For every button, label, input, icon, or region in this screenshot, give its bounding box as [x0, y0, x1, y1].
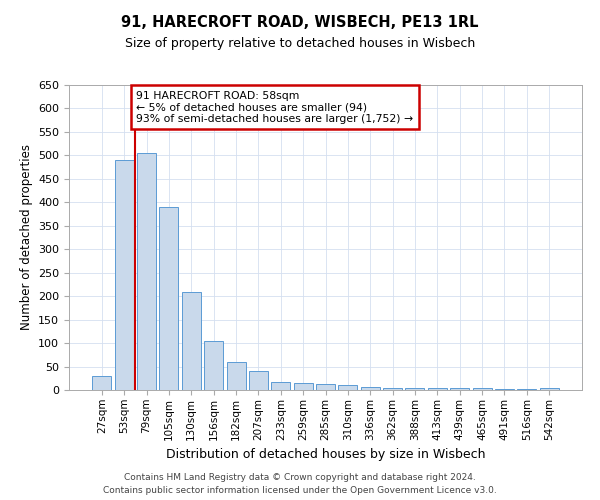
Bar	[361, 386, 380, 390]
Text: 91 HARECROFT ROAD: 58sqm
← 5% of detached houses are smaller (94)
93% of semi-de: 91 HARECROFT ROAD: 58sqm ← 5% of detache…	[136, 90, 413, 124]
Bar	[227, 362, 245, 390]
Bar	[406, 388, 424, 390]
X-axis label: Distribution of detached houses by size in Wisbech: Distribution of detached houses by size …	[166, 448, 485, 461]
Bar	[495, 389, 514, 390]
Text: Contains public sector information licensed under the Open Government Licence v3: Contains public sector information licen…	[103, 486, 497, 495]
Bar	[539, 388, 559, 390]
Bar	[92, 376, 112, 390]
Bar	[160, 207, 178, 390]
Bar	[473, 388, 491, 390]
Text: Contains HM Land Registry data © Crown copyright and database right 2024.: Contains HM Land Registry data © Crown c…	[124, 474, 476, 482]
Bar	[293, 384, 313, 390]
Bar	[204, 340, 223, 390]
Y-axis label: Number of detached properties: Number of detached properties	[20, 144, 32, 330]
Bar	[249, 371, 268, 390]
Bar	[338, 386, 358, 390]
Bar	[383, 388, 402, 390]
Bar	[137, 153, 156, 390]
Bar	[182, 292, 201, 390]
Bar	[115, 160, 134, 390]
Text: Size of property relative to detached houses in Wisbech: Size of property relative to detached ho…	[125, 38, 475, 51]
Bar	[450, 388, 469, 390]
Bar	[316, 384, 335, 390]
Bar	[517, 389, 536, 390]
Bar	[428, 388, 447, 390]
Bar	[271, 382, 290, 390]
Text: 91, HARECROFT ROAD, WISBECH, PE13 1RL: 91, HARECROFT ROAD, WISBECH, PE13 1RL	[121, 15, 479, 30]
